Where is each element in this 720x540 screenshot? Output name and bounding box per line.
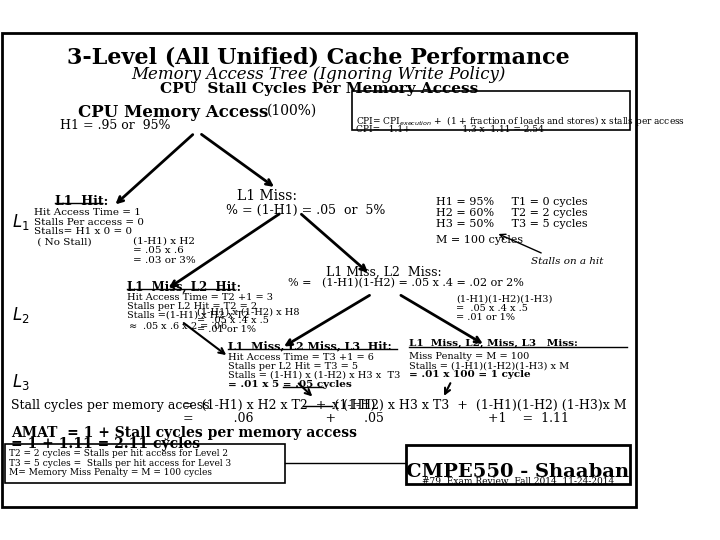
Text: =          .06                  +       .05                          +1    =  1.: = .06 + .05 +1 = 1.	[184, 411, 570, 424]
Text: H3 = 50%     T3 = 5 cycles: H3 = 50% T3 = 5 cycles	[436, 219, 588, 228]
Text: M = 100 cycles: M = 100 cycles	[436, 234, 523, 245]
Text: = .01 or 1%: = .01 or 1%	[456, 313, 515, 321]
Text: Stalls Per access = 0: Stalls Per access = 0	[34, 218, 144, 227]
Text: Stall cycles per memory access: Stall cycles per memory access	[11, 399, 209, 412]
Text: = .01 x 5 = .05 cycles: = .01 x 5 = .05 cycles	[228, 380, 352, 389]
Text: Memory Access Tree (Ignoring Write Policy): Memory Access Tree (Ignoring Write Polic…	[132, 66, 506, 83]
Text: $L_1$: $L_1$	[12, 212, 30, 232]
Bar	[5, 443, 285, 483]
Text: CMPE550 - Shaaban: CMPE550 - Shaaban	[407, 463, 629, 481]
Text: T2 = 2 cycles = Stalls per hit access for Level 2: T2 = 2 cycles = Stalls per hit access fo…	[9, 449, 228, 458]
Text: Hit Access Time = 1: Hit Access Time = 1	[34, 208, 140, 217]
Text: (1-H1) x (1-H2) x H8: (1-H1) x (1-H2) x H8	[197, 307, 299, 316]
Text: L1  Miss, L2  Hit:: L1 Miss, L2 Hit:	[127, 281, 240, 294]
Text: CPU Memory Access: CPU Memory Access	[78, 104, 268, 120]
Text: (100%): (100%)	[267, 104, 318, 118]
Text: Stalls= H1 x 0 = 0: Stalls= H1 x 0 = 0	[34, 227, 132, 237]
Text: CPI= CPI$_{execution}$ +  (1 + fraction of loads and stores) x stalls per access: CPI= CPI$_{execution}$ + (1 + fraction o…	[356, 114, 685, 128]
Text: Hit Access Time = T3 +1 = 6: Hit Access Time = T3 +1 = 6	[228, 353, 374, 362]
Text: $L_2$: $L_2$	[12, 306, 30, 326]
Text: Stalls = (1-H1) x (1-H2) x H3 x  T3: Stalls = (1-H1) x (1-H2) x H3 x T3	[228, 371, 401, 380]
Text: % =   (1-H1)(1-H2) = .05 x .4 = .02 or 2%: % = (1-H1)(1-H2) = .05 x .4 = .02 or 2%	[288, 278, 523, 288]
Bar	[405, 446, 631, 484]
Text: H1 = .95 or  95%: H1 = .95 or 95%	[60, 119, 171, 132]
Text: AMAT  = 1 + Stall cycles per memory access: AMAT = 1 + Stall cycles per memory acces…	[11, 426, 356, 440]
Text: CPI=   1.1+                  1.3 x  1.11 = 2.54: CPI= 1.1+ 1.3 x 1.11 = 2.54	[356, 125, 544, 134]
Text: =  .05 x .4 x .5: = .05 x .4 x .5	[456, 303, 528, 313]
Text: L1  Miss, L2, Miss, L3   Miss:: L1 Miss, L2, Miss, L3 Miss:	[409, 339, 578, 348]
Text: (1-H1) x H2: (1-H1) x H2	[132, 237, 195, 245]
Text: M= Memory Miss Penalty = M = 100 cycles: M= Memory Miss Penalty = M = 100 cycles	[9, 468, 212, 477]
Text: #79  Exam Review  Fall 2014  11-24-2014: #79 Exam Review Fall 2014 11-24-2014	[422, 477, 614, 486]
Text: =  (1-H1) x H2 x T2  +  (1-H1): = (1-H1) x H2 x T2 + (1-H1)	[184, 399, 376, 412]
Text: L1  Miss, L2 Miss, L3  Hit:: L1 Miss, L2 Miss, L3 Hit:	[228, 341, 392, 352]
Text: H1 = 95%     T1 = 0 cycles: H1 = 95% T1 = 0 cycles	[436, 198, 588, 207]
Text: CPU  Stall Cycles Per Memory Access: CPU Stall Cycles Per Memory Access	[160, 82, 478, 96]
Text: % = (1-H1) = .05  or  5%: % = (1-H1) = .05 or 5%	[226, 204, 385, 217]
Text: L1 Miss, L2  Miss:: L1 Miss, L2 Miss:	[326, 266, 441, 279]
Bar	[352, 91, 631, 130]
Text: Stalls per L2 Hit = T2 = 2: Stalls per L2 Hit = T2 = 2	[127, 302, 257, 311]
Text: ( No Stall): ( No Stall)	[34, 237, 91, 246]
Text: Stalls = (1-H1)(1-H2)(1-H3) x M: Stalls = (1-H1)(1-H2)(1-H3) x M	[409, 361, 570, 370]
Text: = .01 or 1%: = .01 or 1%	[197, 325, 256, 334]
Text: Miss Penalty = M = 100: Miss Penalty = M = 100	[409, 353, 529, 361]
Text: (1-H1)(1-H2)(1-H3): (1-H1)(1-H2)(1-H3)	[456, 295, 552, 304]
Text: =  .05 x .4 x .5: = .05 x .4 x .5	[197, 316, 269, 325]
Text: L1 Miss:: L1 Miss:	[238, 188, 297, 202]
Text: = .01 x 100 = 1 cycle: = .01 x 100 = 1 cycle	[409, 370, 531, 379]
Text: L1  Hit:: L1 Hit:	[55, 195, 108, 208]
Text: = .03 or 3%: = .03 or 3%	[132, 256, 196, 265]
Text: = 1 + 1.11 = 2.11 cycles: = 1 + 1.11 = 2.11 cycles	[11, 437, 199, 451]
Text: Hit Access Time = T2 +1 = 3: Hit Access Time = T2 +1 = 3	[127, 293, 273, 302]
Text: H2 = 60%     T2 = 2 cycles: H2 = 60% T2 = 2 cycles	[436, 208, 588, 218]
Text: Stalls =(1-H1) x H2 x T2: Stalls =(1-H1) x H2 x T2	[127, 310, 249, 320]
Text: Stalls on a hit: Stalls on a hit	[531, 256, 603, 266]
Text: x (1-H2) x H3 x T3  +  (1-H1)(1-H2) (1-H3)x M: x (1-H2) x H3 x T3 + (1-H1)(1-H2) (1-H3)…	[332, 399, 626, 412]
Text: Stalls per L2 Hit = T3 = 5: Stalls per L2 Hit = T3 = 5	[228, 362, 359, 371]
Text: = .05 x .6: = .05 x .6	[132, 246, 184, 255]
Text: 3-Level (All Unified) Cache Performance: 3-Level (All Unified) Cache Performance	[68, 47, 570, 69]
Text: $L_3$: $L_3$	[12, 372, 30, 392]
Text: $\approx$ .05 x .6 x 2 = .06: $\approx$ .05 x .6 x 2 = .06	[127, 320, 228, 330]
Text: T3 = 5 cycles =  Stalls per hit access for Level 3: T3 = 5 cycles = Stalls per hit access fo…	[9, 458, 231, 468]
